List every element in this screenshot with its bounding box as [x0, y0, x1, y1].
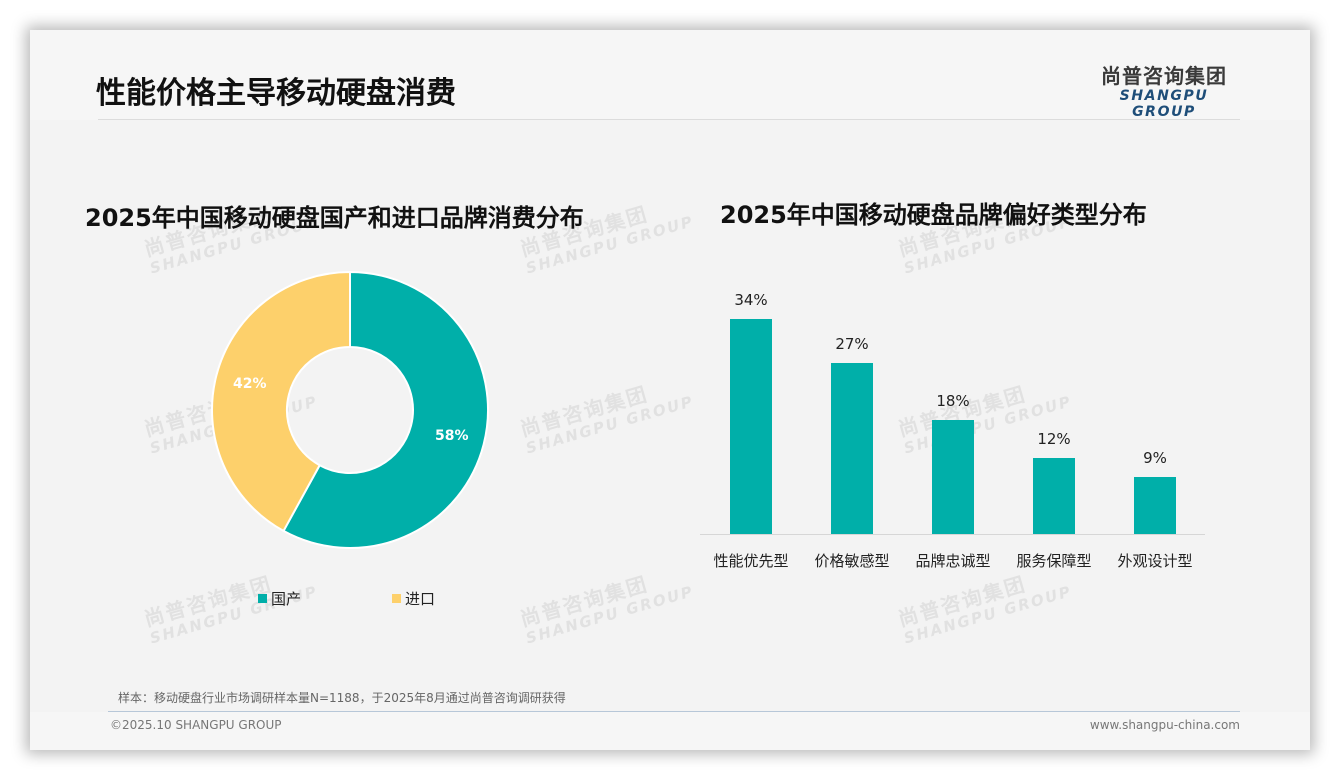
bar-value-label: 34% — [734, 291, 768, 310]
legend-label: 进口 — [405, 590, 436, 608]
watermark: 尚普咨询集团 SHANGPU GROUP — [141, 381, 321, 458]
legend-item-import: 进口 — [392, 588, 435, 609]
bar-chart-title: 2025年中国移动硬盘品牌偏好类型分布 — [720, 201, 1147, 229]
legend-swatch-yellow — [392, 594, 401, 603]
bar-category-label: 品牌忠诚型 — [915, 552, 991, 570]
x-axis-line — [700, 534, 1205, 535]
company-logo: 尚普咨询集团 SHANGPU GROUP — [1088, 64, 1240, 120]
donut-slice-domestic — [282, 270, 489, 549]
bar-value-label: 9% — [1143, 449, 1167, 468]
bar-category-label: 性能优先型 — [713, 552, 789, 570]
footer-band — [30, 712, 1310, 750]
website-link: www.shangpu-china.com — [1089, 718, 1240, 732]
bar-category-label: 价格敏感型 — [814, 552, 890, 570]
donut-slice-import — [211, 270, 351, 533]
legend-item-domestic: 国产 — [258, 588, 301, 609]
watermark: 尚普咨询集团 SHANGPU GROUP — [895, 571, 1075, 648]
sample-note: 样本：移动硬盘行业市场调研样本量N=1188，于2025年8月通过尚普咨询调研获… — [118, 691, 566, 705]
logo-cn-text: 尚普咨询集团 — [1101, 64, 1227, 88]
donut-label-import: 42% — [233, 376, 267, 392]
bar-value-label: 12% — [1037, 430, 1071, 449]
bar — [730, 319, 772, 534]
bar — [1134, 477, 1176, 534]
bar-value-label: 27% — [835, 335, 869, 354]
bar-category-label: 外观设计型 — [1117, 552, 1193, 570]
donut-chart-title: 2025年中国移动硬盘国产和进口品牌消费分布 — [85, 204, 584, 232]
donut-chart — [211, 270, 489, 549]
legend-label: 国产 — [271, 590, 302, 608]
watermark: 尚普咨询集团 SHANGPU GROUP — [517, 381, 697, 458]
watermark: 尚普咨询集团 SHANGPU GROUP — [517, 571, 697, 648]
header-band — [30, 30, 1310, 120]
bar-value-label: 18% — [936, 392, 970, 411]
bar — [831, 363, 873, 534]
bar — [932, 420, 974, 534]
donut-label-domestic: 58% — [435, 428, 469, 444]
legend-swatch-teal — [258, 594, 267, 603]
page-title: 性能价格主导移动硬盘消费 — [96, 76, 456, 111]
logo-en-text: SHANGPU GROUP — [1119, 88, 1209, 120]
slide: 性能价格主导移动硬盘消费 尚普咨询集团 SHANGPU GROUP 尚普咨询集团… — [30, 30, 1310, 750]
footer-divider — [108, 711, 1240, 712]
bar — [1033, 458, 1075, 534]
header-divider — [98, 119, 1240, 120]
bar-category-label: 服务保障型 — [1016, 552, 1092, 570]
copyright-text: ©2025.10 SHANGPU GROUP — [110, 718, 282, 732]
